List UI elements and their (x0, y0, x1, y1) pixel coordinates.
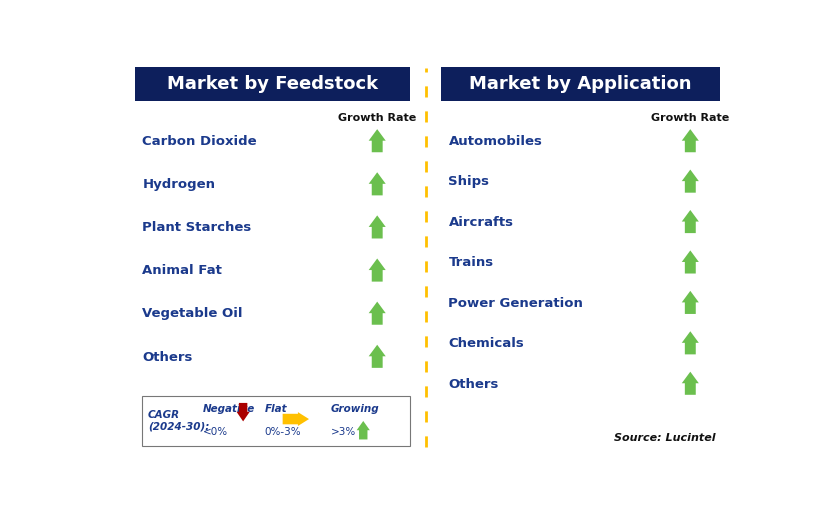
Text: Automobiles: Automobiles (448, 135, 542, 148)
Text: Animal Fat: Animal Fat (142, 264, 222, 277)
Text: >3%: >3% (330, 427, 355, 437)
Text: Market by Application: Market by Application (469, 75, 691, 93)
Bar (142, 396, 409, 445)
Bar (134, 67, 409, 100)
Polygon shape (368, 258, 385, 282)
Text: Negative: Negative (203, 404, 255, 414)
Text: Ships: Ships (448, 176, 489, 189)
Polygon shape (681, 169, 698, 193)
Text: Hydrogen: Hydrogen (142, 178, 215, 191)
Polygon shape (368, 172, 385, 195)
Text: Source: Lucintel: Source: Lucintel (614, 433, 715, 443)
Polygon shape (681, 210, 698, 233)
Text: Trains: Trains (448, 256, 493, 269)
Text: Growth Rate: Growth Rate (650, 113, 729, 123)
Text: Chemicals: Chemicals (448, 337, 523, 350)
Text: Carbon Dioxide: Carbon Dioxide (142, 135, 257, 148)
Text: Power Generation: Power Generation (448, 297, 583, 310)
Text: CAGR
(2024-30):: CAGR (2024-30): (147, 410, 209, 431)
Polygon shape (368, 301, 385, 325)
Bar (440, 67, 719, 100)
Text: Growth Rate: Growth Rate (338, 113, 416, 123)
Polygon shape (681, 372, 698, 395)
Polygon shape (356, 421, 369, 439)
Polygon shape (282, 412, 309, 426)
Polygon shape (681, 332, 698, 354)
Text: Others: Others (448, 378, 498, 391)
Polygon shape (236, 403, 249, 422)
Text: Others: Others (142, 351, 193, 364)
Text: <0%: <0% (203, 427, 228, 437)
Text: Vegetable Oil: Vegetable Oil (142, 308, 243, 321)
Text: Market by Feedstock: Market by Feedstock (166, 75, 378, 93)
Polygon shape (681, 129, 698, 152)
Text: Flat: Flat (264, 404, 287, 414)
Text: 0%-3%: 0%-3% (264, 427, 301, 437)
Text: Growing: Growing (330, 404, 379, 414)
Polygon shape (368, 345, 385, 368)
Text: Aircrafts: Aircrafts (448, 216, 513, 229)
Polygon shape (368, 129, 385, 152)
Polygon shape (681, 291, 698, 314)
Text: Plant Starches: Plant Starches (142, 221, 252, 234)
Polygon shape (368, 215, 385, 238)
Polygon shape (681, 250, 698, 274)
